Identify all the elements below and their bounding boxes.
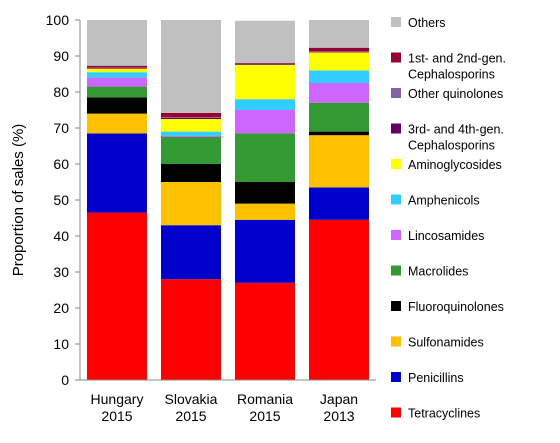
legend-label: Amphenicols <box>408 194 480 208</box>
bar-segment <box>87 20 147 66</box>
bar-segment <box>235 203 295 220</box>
x-axis: Hungary2015Slovakia2015Romania2015Japan2… <box>80 379 376 424</box>
legend-label: 3rd- and 4th-gen. Cephalosporins <box>408 123 504 153</box>
bar-segment <box>235 110 295 134</box>
x-category-label: Romania <box>237 391 293 407</box>
legend-label: 1st- and 2nd-gen. Cephalosporins <box>408 52 506 82</box>
bar-segment <box>161 117 221 118</box>
bar-segment <box>87 67 147 69</box>
y-tick-label: 50 <box>53 192 69 208</box>
legend-label: Sulfonamides <box>408 336 484 350</box>
bar-segment <box>87 97 147 114</box>
bar-segment <box>309 51 369 53</box>
bar-segment <box>309 20 369 48</box>
legend-swatch <box>391 159 401 169</box>
bar-segment <box>87 68 147 73</box>
legend-label: Tetracyclines <box>408 407 480 421</box>
bar-segment <box>161 135 221 137</box>
legend-label: Other quinolones <box>408 87 503 101</box>
bar-segment <box>161 119 221 132</box>
x-category-label: 2013 <box>323 408 354 424</box>
bar-segment <box>161 279 221 380</box>
bar-segment <box>309 219 369 380</box>
legend-label: Fluoroquinolones <box>408 300 504 314</box>
bar-segment <box>235 133 295 182</box>
y-tick-label: 80 <box>53 84 69 100</box>
bar-segment <box>161 20 221 113</box>
bar-segment <box>161 112 221 118</box>
legend-swatch <box>391 407 401 418</box>
x-category-label: 2015 <box>175 408 206 424</box>
bar-segment <box>161 131 221 136</box>
y-tick-label: 70 <box>53 120 69 136</box>
y-tick-label: 100 <box>46 12 70 28</box>
legend-swatch <box>391 336 401 347</box>
bar-segment <box>235 219 295 283</box>
legend-label: Others <box>408 16 446 30</box>
bar-segment <box>235 99 295 110</box>
y-axis-label: Proportion of sales (%) <box>10 124 27 277</box>
bar-segment <box>87 65 147 68</box>
bar-segment <box>161 137 221 164</box>
legend-swatch <box>391 52 401 63</box>
bar-segment <box>161 117 221 119</box>
y-tick-label: 40 <box>53 228 69 244</box>
bar-segment <box>309 52 369 71</box>
bar-segment <box>87 212 147 380</box>
bar-segment <box>309 83 369 103</box>
x-category-label: Slovakia <box>165 391 218 407</box>
legend-swatch <box>391 194 401 205</box>
bar-segment <box>87 133 147 213</box>
y-tick-label: 60 <box>53 156 69 172</box>
legend-label: Penicillins <box>408 371 464 385</box>
x-category-label: 2015 <box>101 408 132 424</box>
x-category-label: 2015 <box>249 408 280 424</box>
legend-swatch <box>391 230 401 240</box>
x-category-label: Japan <box>320 391 358 407</box>
bar-segment <box>235 63 295 65</box>
bar-segment <box>309 135 369 188</box>
bar-segment <box>161 182 221 226</box>
bar-segment <box>309 70 369 83</box>
bar-segment <box>87 86 147 98</box>
bar-segment <box>87 77 147 87</box>
legend-label: Aminoglycosides <box>408 158 502 172</box>
y-tick-label: 90 <box>53 48 69 64</box>
x-category-label: Hungary <box>91 391 144 407</box>
bar-segment <box>309 131 369 136</box>
bar-segment <box>309 187 369 220</box>
bar-segment <box>235 64 295 65</box>
legend-swatch <box>391 265 401 276</box>
bar-segment <box>87 113 147 134</box>
legend-swatch <box>391 123 401 134</box>
bar-segment <box>161 225 221 280</box>
legend-swatch <box>391 301 401 311</box>
bar-segment <box>235 20 295 63</box>
y-axis: 0 10 20 30 40 50 60 70 80 90 100 <box>46 12 81 388</box>
legend-swatch <box>391 372 401 382</box>
y-tick-label: 0 <box>61 372 69 388</box>
y-tick-label: 10 <box>53 336 69 352</box>
bar-segment <box>161 164 221 182</box>
legend-label: Lincosamides <box>408 229 484 243</box>
bar-segment <box>235 182 295 204</box>
legend-swatch <box>391 88 401 98</box>
bar-segment <box>309 102 369 132</box>
bar-segment <box>87 72 147 78</box>
bar-segment <box>309 47 369 52</box>
y-tick-label: 20 <box>53 300 69 316</box>
y-tick-label: 30 <box>53 264 69 280</box>
bar-segment <box>235 65 295 100</box>
legend-label: Macrolides <box>408 265 468 279</box>
bars <box>87 20 369 380</box>
legend: Others 1st- and 2nd-gen. Cephalosporins Oth… <box>391 16 506 421</box>
bar-segment <box>235 282 295 380</box>
bar-segment <box>235 62 295 64</box>
legend-swatch <box>391 17 401 27</box>
